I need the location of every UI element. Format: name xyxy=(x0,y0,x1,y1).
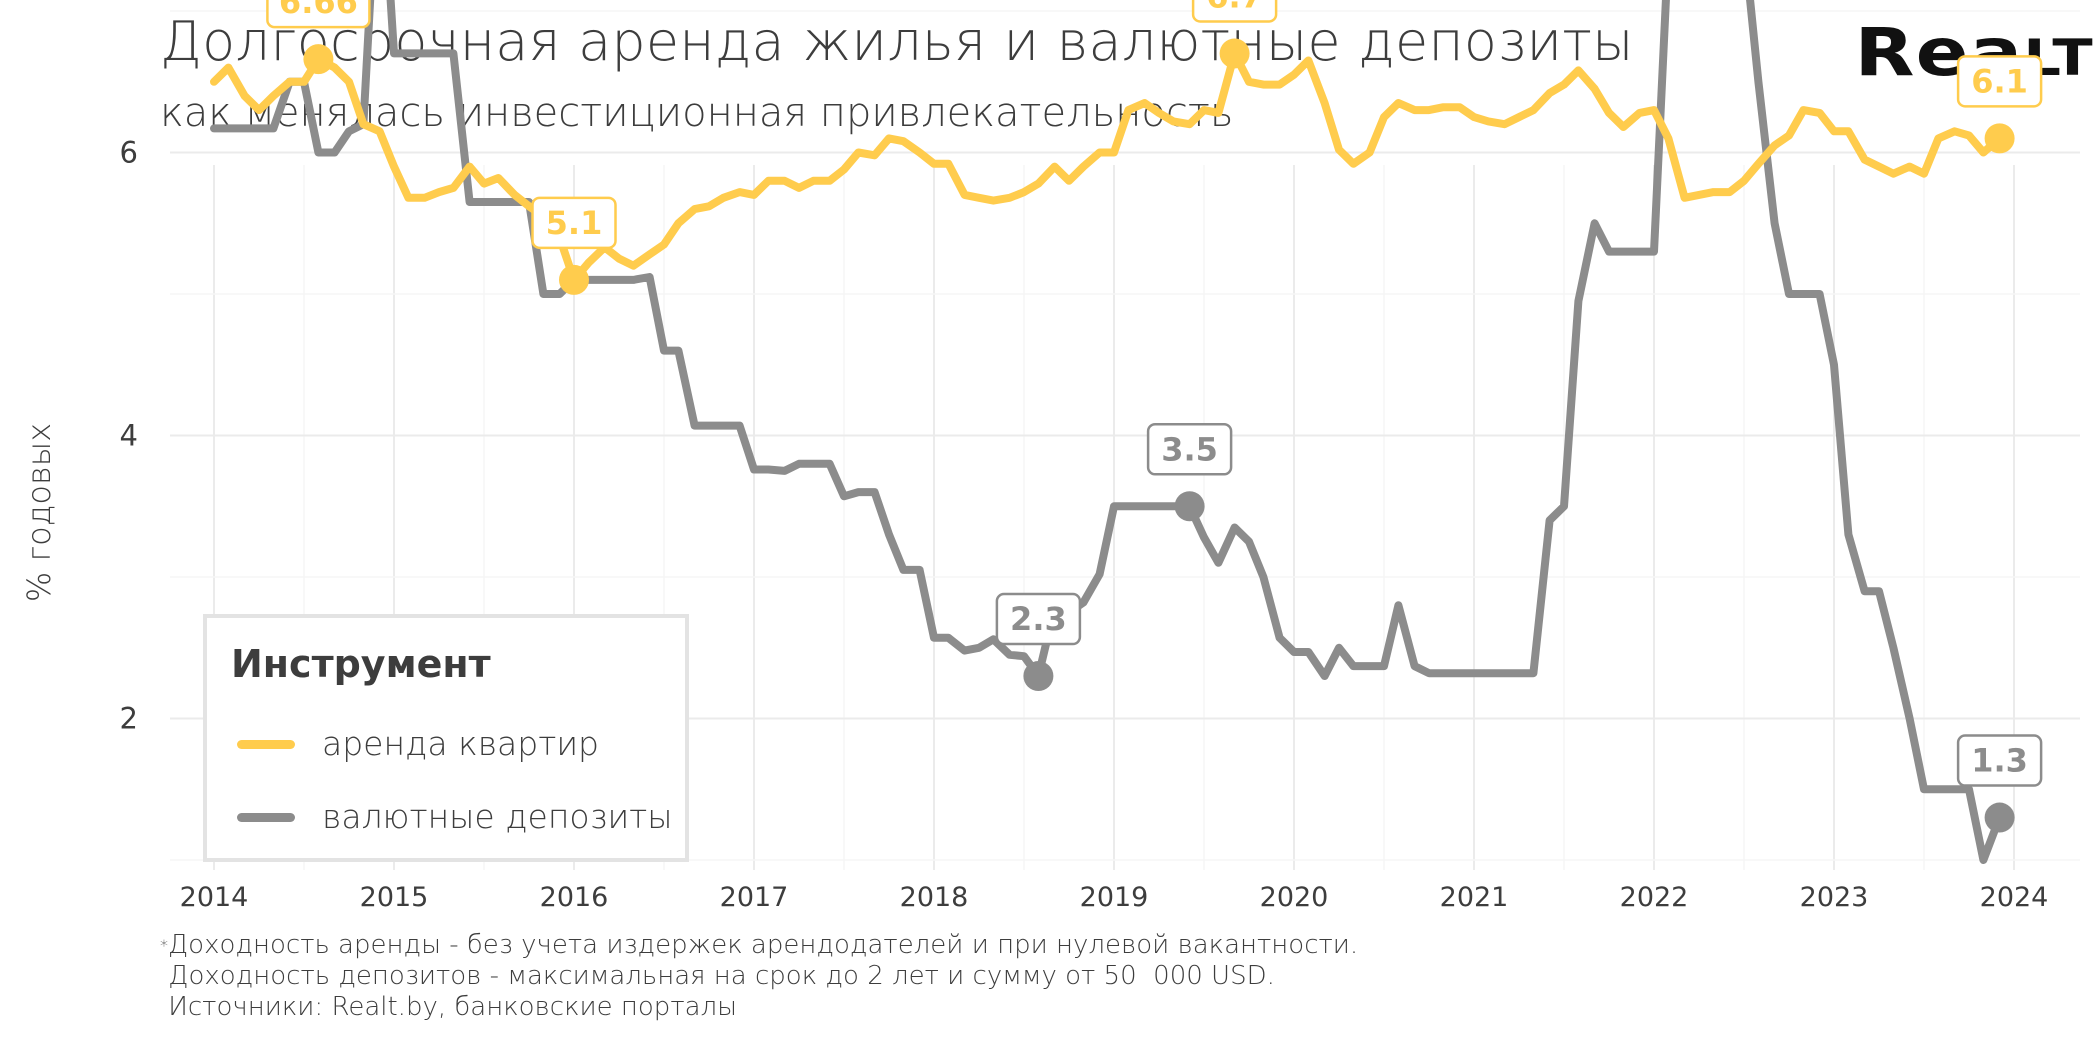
legend-label-rent: аренда квартир xyxy=(322,724,600,763)
data-label-1.3: 1.3 xyxy=(1971,742,2028,780)
data-label-2.3: 2.3 xyxy=(1010,600,1067,638)
footnote-line-3: Источники: Realt.by, банковские порталы xyxy=(160,992,738,1022)
x-tick-label-2017: 2017 xyxy=(720,882,789,913)
series-line-deposits xyxy=(210,0,2004,864)
data-point-marker-6.1 xyxy=(1984,123,2015,154)
data-label-box-6.1 xyxy=(1956,55,2043,108)
data-label-6.7: 6.7 xyxy=(1206,0,1263,15)
x-tick-label-2016: 2016 xyxy=(540,882,609,913)
data-point-marker-6.66 xyxy=(303,44,334,75)
chart-title: Долгосрочная аренда жилья и валютные деп… xyxy=(160,10,1634,73)
footnote-line-1: *Доходность аренды - без учета издержек … xyxy=(160,930,1358,961)
data-label-box-5.1 xyxy=(531,196,617,250)
data-label-box-3.5 xyxy=(1146,423,1233,476)
legend-swatch-rent xyxy=(237,740,295,749)
chart-legend: Инструмент аренда квартир валютные депоз… xyxy=(203,614,689,862)
x-tick-label-2019: 2019 xyxy=(1080,882,1149,913)
data-label-box-6.66 xyxy=(266,0,371,29)
data-label-6.66: 6.66 xyxy=(279,0,358,21)
x-tick-label-2022: 2022 xyxy=(1620,882,1689,913)
y-tick-label-2: 2 xyxy=(120,702,138,736)
x-tick-label-2020: 2020 xyxy=(1260,882,1329,913)
x-tick-label-2023: 2023 xyxy=(1800,882,1869,913)
data-point-marker-3.5 xyxy=(1174,491,1205,522)
legend-title: Инструмент xyxy=(231,642,491,686)
x-tick-label-2018: 2018 xyxy=(900,882,969,913)
data-label-box-1.3 xyxy=(1956,734,2043,787)
data-point-marker-6.7 xyxy=(1219,38,1250,69)
x-tick-label-2014: 2014 xyxy=(180,882,249,913)
data-point-marker-1.3 xyxy=(1984,802,2015,833)
y-tick-label-6: 6 xyxy=(120,136,138,170)
footnote-text-1: Доходность аренды - без учета издержек а… xyxy=(168,930,1359,960)
footnote-marker: * xyxy=(160,936,168,955)
data-label-3.5: 3.5 xyxy=(1161,430,1218,468)
chart-subtitle: как менялась инвестиционная привлекатель… xyxy=(160,90,1234,136)
data-label-box-2.3 xyxy=(995,592,1082,646)
legend-swatch-deposits xyxy=(237,813,295,822)
footnote: *Доходность аренды - без учета издержек … xyxy=(160,930,1358,1023)
y-tick-label-4: 4 xyxy=(120,419,138,453)
data-point-marker-2.3 xyxy=(1023,661,1054,692)
series-line-rent xyxy=(210,49,2004,284)
data-point-marker-5.1 xyxy=(559,264,589,295)
x-tick-label-2024: 2024 xyxy=(1980,882,2049,913)
data-label-box-6.7 xyxy=(1191,0,1278,23)
y-axis-label: % годовых xyxy=(20,423,58,602)
x-tick-label-2015: 2015 xyxy=(360,882,429,913)
data-label-5.1: 5.1 xyxy=(546,204,603,242)
x-tick-label-2021: 2021 xyxy=(1440,882,1509,913)
legend-label-deposits: валютные депозиты xyxy=(322,797,673,836)
data-label-6.1: 6.1 xyxy=(1971,62,2028,100)
footnote-line-2: Доходность депозитов - максимальная на с… xyxy=(160,961,1275,991)
